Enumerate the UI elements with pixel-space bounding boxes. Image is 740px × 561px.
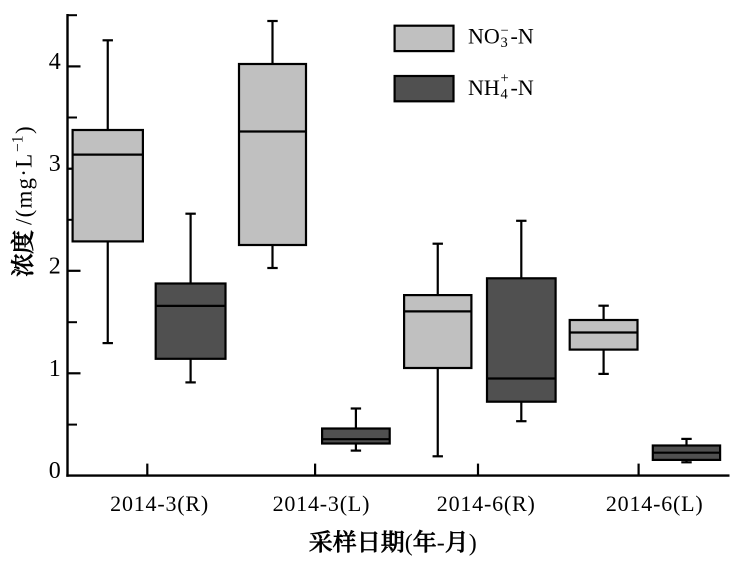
svg-text:NH: NH: [468, 75, 500, 100]
svg-text:NO: NO: [468, 24, 500, 49]
svg-text:3: 3: [49, 151, 61, 177]
svg-text:−1: −1: [9, 136, 26, 153]
svg-text:2014-6(R): 2014-6(R): [437, 491, 536, 516]
svg-text:2: 2: [49, 253, 61, 279]
svg-text:0: 0: [49, 458, 61, 484]
svg-text:−: −: [501, 23, 509, 39]
svg-text:4: 4: [501, 86, 509, 102]
svg-text:/(mg·L: /(mg·L: [11, 153, 36, 225]
svg-text:4: 4: [49, 49, 61, 75]
svg-text:-: -: [437, 531, 445, 557]
svg-text:2014-6(L): 2014-6(L): [606, 491, 704, 516]
svg-text:2014-3(R): 2014-3(R): [110, 491, 209, 516]
svg-text:): ): [11, 126, 36, 134]
svg-text:3: 3: [501, 35, 508, 51]
svg-text:-N: -N: [511, 24, 534, 49]
svg-text:1: 1: [49, 356, 61, 382]
svg-text:-N: -N: [511, 75, 534, 100]
svg-text:2014-3(L): 2014-3(L): [273, 491, 371, 516]
svg-text:): ): [469, 531, 477, 557]
svg-text:+: +: [501, 71, 509, 87]
svg-text:(: (: [405, 531, 413, 557]
